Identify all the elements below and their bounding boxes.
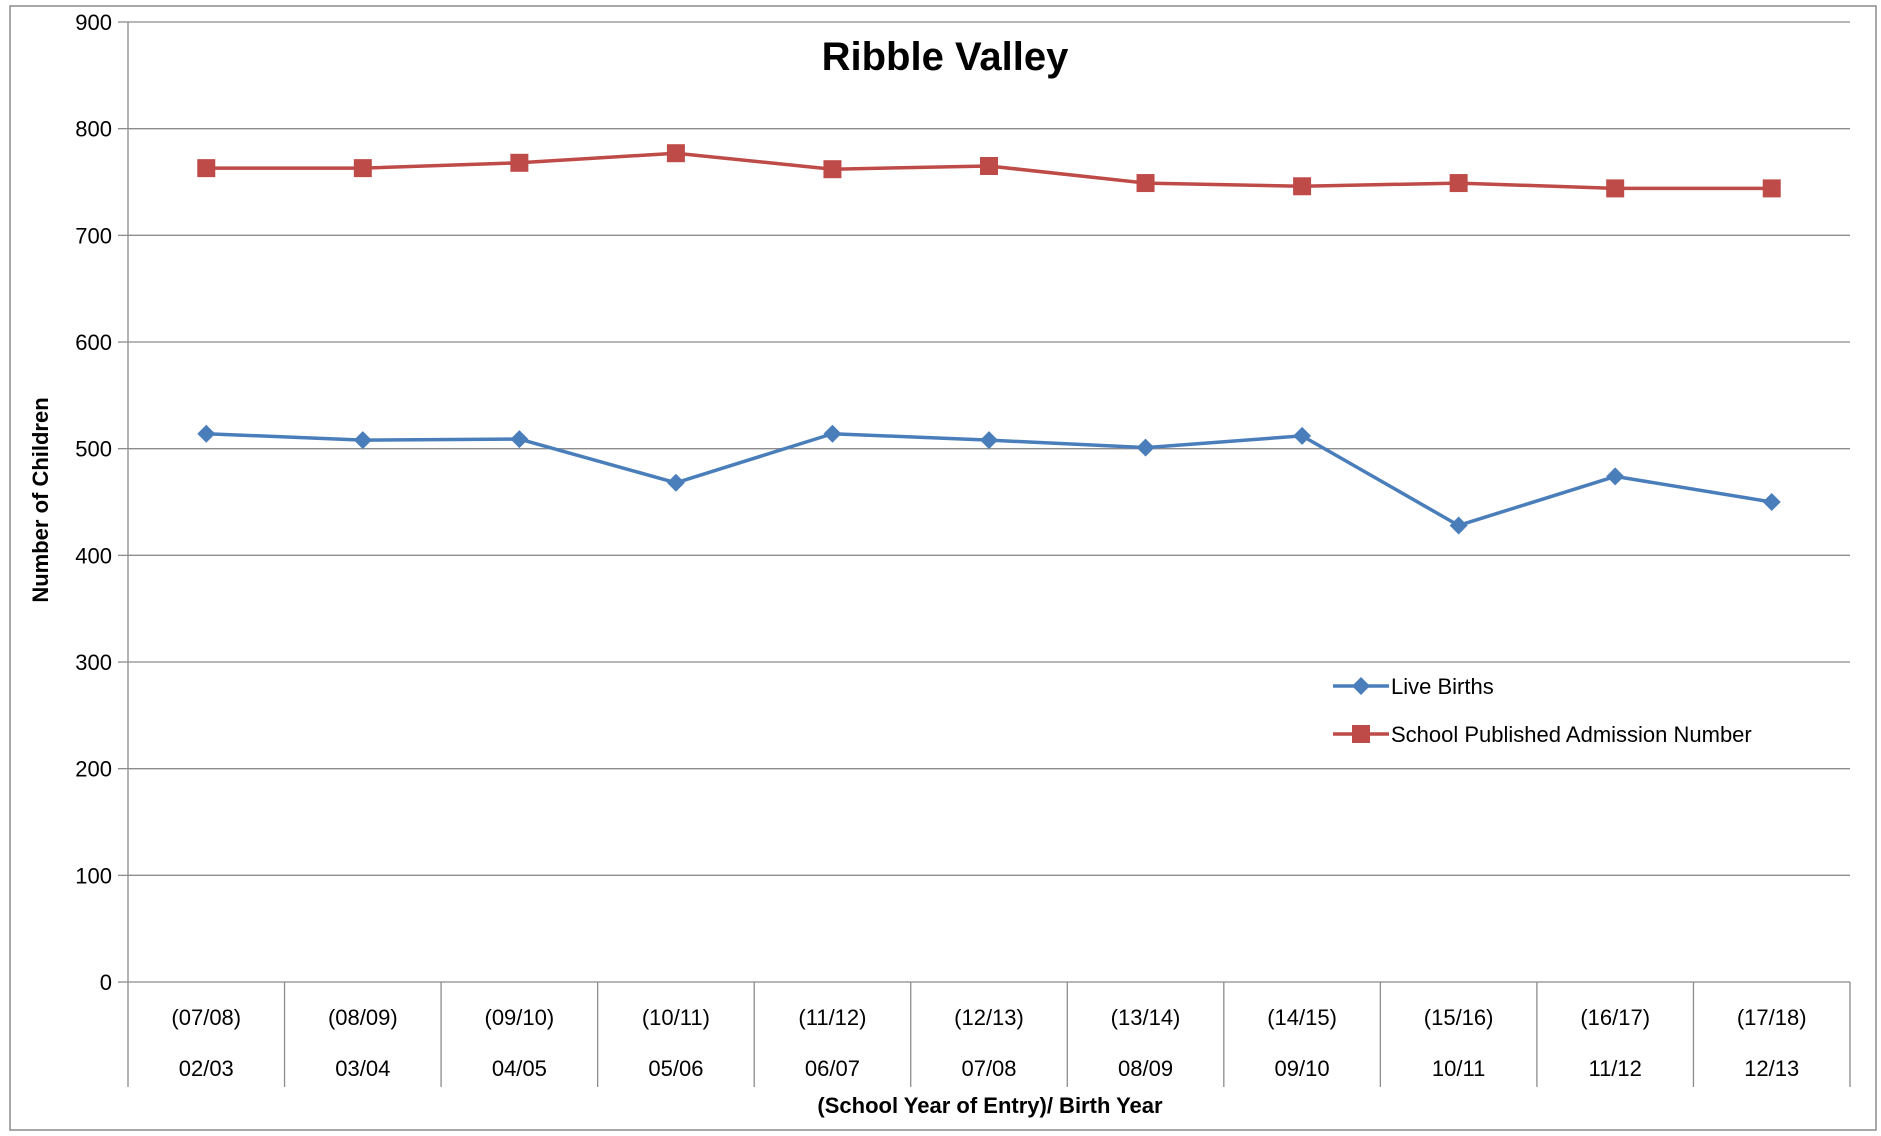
data-point	[197, 424, 216, 443]
x-tick-label-birth: 03/04	[335, 1056, 390, 1081]
data-point	[1449, 516, 1468, 535]
y-tick-label: 300	[75, 650, 112, 675]
y-tick-label: 900	[75, 10, 112, 35]
data-point	[980, 431, 998, 450]
data-point	[666, 144, 685, 163]
data-point	[510, 153, 529, 172]
legend-entry: Live Births	[1333, 674, 1494, 699]
data-point	[666, 473, 685, 492]
x-tick-label-birth: 10/11	[1432, 1056, 1485, 1081]
y-axis-title: Number of Children	[28, 397, 53, 602]
series-0	[197, 424, 1781, 535]
x-tick-label-birth: 09/10	[1275, 1056, 1330, 1081]
legend: Live Births School Published Admission Nu…	[1333, 674, 1752, 747]
x-tick-label-birth: 05/06	[648, 1056, 703, 1081]
data-point	[510, 430, 529, 449]
chart-title: Ribble Valley	[822, 35, 1070, 79]
legend-entry: School Published Admission Number	[1333, 722, 1752, 747]
x-tick-label-entry: (12/13)	[954, 1005, 1024, 1030]
x-tick-label-entry: (08/09)	[328, 1005, 398, 1030]
data-point	[1449, 174, 1468, 193]
x-tick-labels: (07/08) 02/03 (08/09) 03/04 (09/10) 04/05 (10/…	[171, 1005, 1806, 1081]
legend-label: School Published Admission Number	[1391, 722, 1752, 747]
x-tick-label-entry: (11/12)	[798, 1005, 866, 1030]
y-tick-label: 200	[75, 757, 112, 782]
x-tick-label-birth: 11/12	[1588, 1056, 1641, 1081]
legend-label: Live Births	[1391, 674, 1494, 699]
data-point	[353, 431, 372, 450]
data-point	[1762, 493, 1781, 511]
series-1	[197, 144, 1781, 198]
x-tick-label-entry: (15/16)	[1424, 1005, 1494, 1030]
x-axis-title: (School Year of Entry)/ Birth Year	[817, 1093, 1163, 1118]
y-tick-label: 800	[75, 117, 112, 142]
legend-marker	[1352, 725, 1370, 743]
data-point	[1606, 467, 1625, 486]
y-tick-label: 700	[75, 223, 112, 248]
x-tick-label-entry: (17/18)	[1737, 1005, 1807, 1030]
data-point	[197, 159, 216, 178]
axes	[118, 21, 1851, 1087]
x-tick-label-entry: (07/08)	[171, 1005, 241, 1030]
series	[197, 144, 1781, 535]
x-tick-label-birth: 08/09	[1118, 1056, 1173, 1081]
data-point	[980, 157, 998, 175]
x-tick-label-birth: 04/05	[492, 1056, 547, 1081]
x-tick-label-birth: 02/03	[179, 1056, 234, 1081]
chart-border	[9, 5, 1877, 1131]
data-point	[1136, 174, 1155, 193]
legend-marker	[1352, 677, 1370, 695]
x-tick-label-entry: (13/14)	[1111, 1005, 1181, 1030]
y-tick-label: 100	[75, 863, 112, 888]
data-point	[353, 159, 372, 178]
y-tick-label: 0	[100, 970, 112, 995]
x-tick-label-entry: (16/17)	[1580, 1005, 1650, 1030]
y-tick-label: 600	[75, 330, 112, 355]
data-point	[1136, 438, 1155, 457]
x-tick-label-birth: 12/13	[1744, 1056, 1799, 1081]
data-point	[1293, 426, 1312, 445]
x-tick-label-birth: 07/08	[961, 1056, 1016, 1081]
x-tick-label-entry: (09/10)	[485, 1005, 555, 1030]
data-point	[1762, 179, 1781, 198]
data-point	[1293, 177, 1312, 196]
data-point	[823, 424, 842, 443]
y-tick-label: 400	[75, 543, 112, 568]
data-point	[823, 160, 842, 179]
y-tick-labels: 0 100 200 300 400 500 600 700 800 900	[75, 10, 112, 995]
data-point	[1606, 179, 1625, 198]
y-tick-label: 500	[75, 437, 112, 462]
x-tick-label-birth: 06/07	[805, 1056, 860, 1081]
x-tick-label-entry: (14/15)	[1267, 1005, 1337, 1030]
x-tick-label-entry: (10/11)	[642, 1005, 710, 1030]
